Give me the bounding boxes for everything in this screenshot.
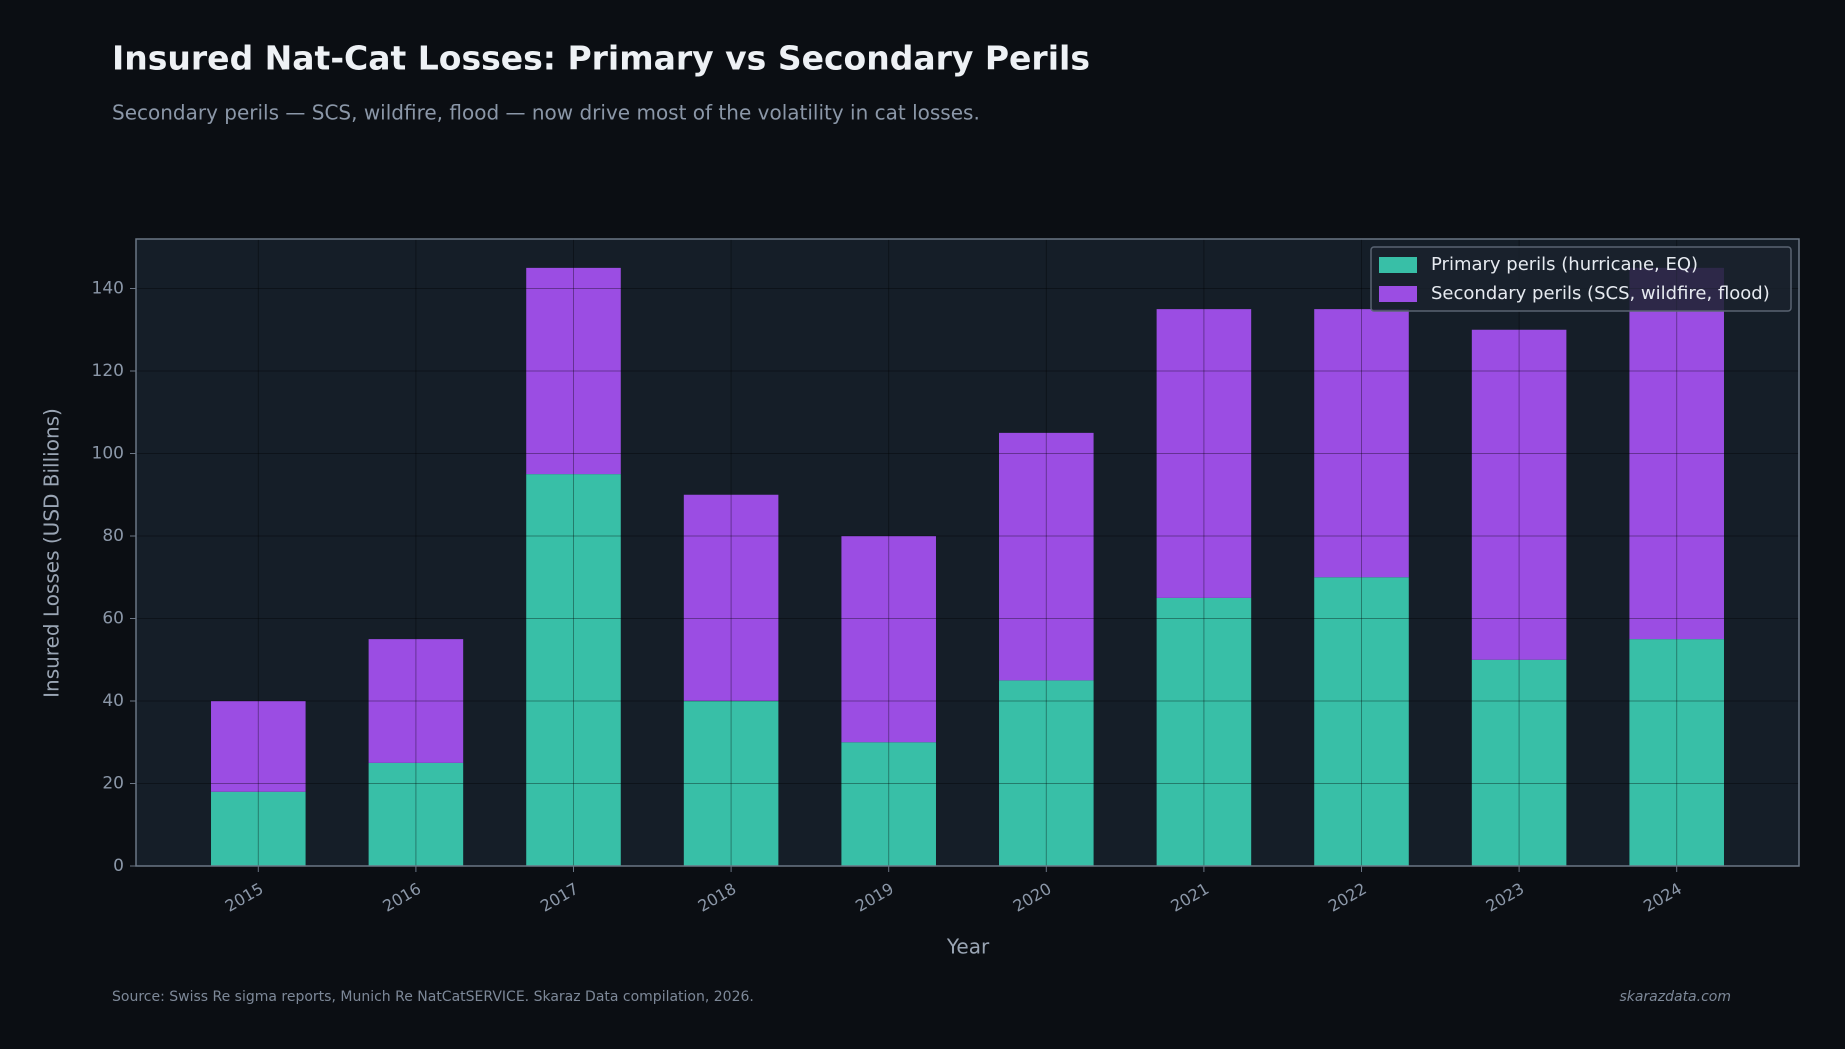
legend-swatch bbox=[1379, 257, 1417, 273]
bar-segment bbox=[368, 639, 464, 763]
bar-segment bbox=[211, 701, 306, 792]
chart-title: Insured Nat-Cat Losses: Primary vs Secon… bbox=[112, 39, 1090, 78]
bar-segment bbox=[683, 494, 779, 701]
source-note: Source: Swiss Re sigma reports, Munich R… bbox=[112, 989, 754, 1005]
y-axis-label: Insured Losses (USD Billions) bbox=[40, 408, 64, 698]
legend-label: Secondary perils (SCS, wildfire, flood) bbox=[1431, 283, 1770, 304]
y-tick-label: 100 bbox=[92, 444, 124, 464]
x-axis-label: Year bbox=[946, 935, 990, 959]
bar-segment bbox=[1156, 597, 1252, 866]
y-tick-label: 60 bbox=[102, 609, 124, 629]
bar-segment bbox=[1314, 309, 1409, 578]
bar-segment bbox=[841, 742, 936, 866]
bar-segment bbox=[526, 474, 621, 866]
y-tick-label: 80 bbox=[102, 526, 124, 546]
legend-swatch bbox=[1379, 286, 1417, 302]
y-tick-label: 0 bbox=[113, 856, 124, 876]
y-tick-label: 140 bbox=[92, 279, 124, 299]
bar-segment bbox=[368, 762, 464, 866]
bar-segment bbox=[1471, 329, 1567, 660]
legend-box bbox=[1370, 246, 1792, 312]
bar-segment bbox=[1629, 639, 1724, 866]
plot-frame bbox=[135, 238, 1800, 867]
y-tick-label: 20 bbox=[102, 774, 124, 794]
bar-segment bbox=[683, 701, 779, 866]
bar-segment bbox=[1471, 659, 1567, 866]
bar-segment bbox=[999, 680, 1094, 866]
y-tick-label: 40 bbox=[102, 691, 124, 711]
bar-segment bbox=[526, 267, 621, 475]
bar-segment bbox=[211, 791, 306, 866]
bar-segment bbox=[1314, 577, 1409, 866]
bar-segment bbox=[1629, 267, 1724, 640]
chart-subtitle: Secondary perils — SCS, wildfire, flood … bbox=[112, 101, 980, 125]
bar-segment bbox=[841, 536, 936, 743]
bar-segment bbox=[999, 432, 1094, 681]
y-tick-label: 120 bbox=[92, 361, 124, 381]
watermark: skarazdata.com bbox=[1619, 989, 1731, 1005]
bar-segment bbox=[1156, 309, 1252, 598]
legend-label: Primary perils (hurricane, EQ) bbox=[1431, 254, 1698, 275]
